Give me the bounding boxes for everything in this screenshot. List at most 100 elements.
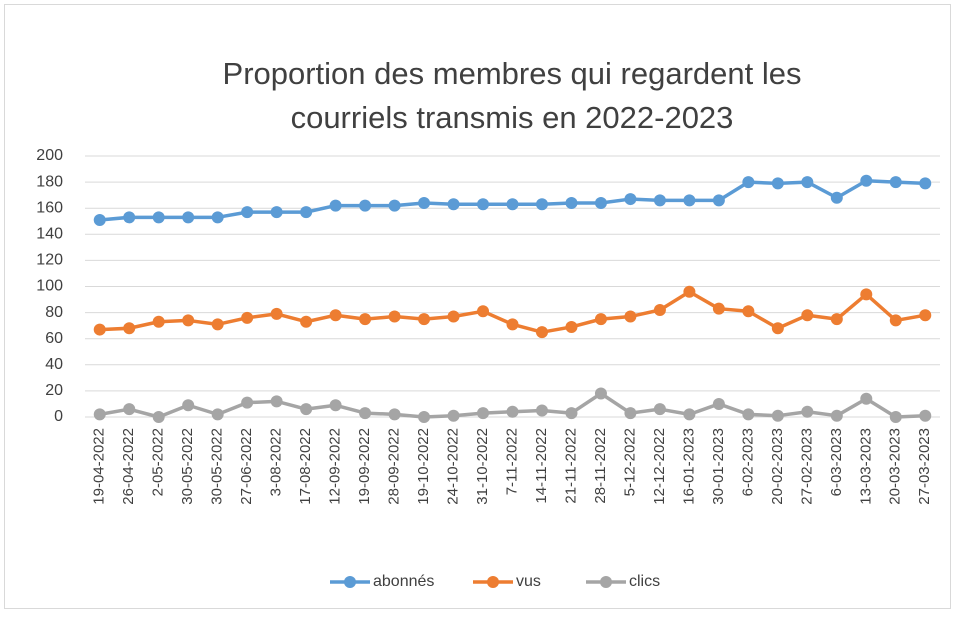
chart-title: courriels transmis en 2022-2023 xyxy=(291,100,734,135)
point xyxy=(152,211,165,224)
x-tick-label: 14-11-2022 xyxy=(533,428,550,504)
point xyxy=(418,313,431,326)
point xyxy=(329,399,342,412)
point xyxy=(447,198,460,211)
point xyxy=(359,313,372,326)
y-tick-label: 140 xyxy=(36,226,63,243)
point xyxy=(801,176,814,189)
point xyxy=(329,309,342,322)
point xyxy=(771,322,784,335)
legend-label: abonnés xyxy=(373,573,434,590)
point xyxy=(624,310,637,323)
point xyxy=(447,409,460,422)
x-tick-label: 30-05-2022 xyxy=(209,428,226,505)
y-tick-label: 120 xyxy=(36,252,63,269)
point xyxy=(830,191,843,204)
point xyxy=(742,305,755,318)
point xyxy=(860,392,873,405)
point xyxy=(535,326,548,339)
point xyxy=(182,314,195,327)
point xyxy=(919,177,932,190)
point xyxy=(270,307,283,320)
point xyxy=(860,288,873,301)
x-tick-label: 2-05-2022 xyxy=(150,428,167,496)
x-tick-label: 12-12-2022 xyxy=(651,428,668,505)
x-tick-label: 12-09-2022 xyxy=(327,428,344,505)
point xyxy=(211,318,224,331)
x-tick-label: 28-09-2022 xyxy=(386,428,403,505)
x-tick-label: 3-08-2022 xyxy=(268,428,285,496)
point xyxy=(241,311,254,324)
point xyxy=(506,318,519,331)
point xyxy=(653,303,666,316)
point xyxy=(771,409,784,422)
point xyxy=(889,176,902,189)
point xyxy=(300,206,313,219)
x-tick-label: 27-02-2023 xyxy=(798,428,815,505)
point xyxy=(93,408,106,421)
point xyxy=(771,177,784,190)
point xyxy=(860,174,873,187)
x-tick-label: 17-08-2022 xyxy=(297,428,314,505)
y-tick-label: 160 xyxy=(36,199,63,216)
point xyxy=(919,309,932,322)
point xyxy=(388,408,401,421)
point xyxy=(565,196,578,209)
point xyxy=(565,407,578,420)
point xyxy=(418,196,431,209)
x-tick-label: 19-09-2022 xyxy=(356,428,373,505)
point xyxy=(742,176,755,189)
x-tick-label: 21-11-2022 xyxy=(562,428,579,504)
point xyxy=(329,199,342,212)
x-tick-label: 6-02-2023 xyxy=(739,428,756,496)
x-tick-label: 30-01-2023 xyxy=(710,428,727,505)
x-tick-label: 24-10-2022 xyxy=(445,428,462,505)
x-tick-label: 27-06-2022 xyxy=(238,428,255,505)
point xyxy=(919,409,932,422)
x-tick-label: 31-10-2022 xyxy=(474,428,491,505)
point xyxy=(594,196,607,209)
point xyxy=(801,309,814,322)
point xyxy=(653,194,666,207)
point xyxy=(211,408,224,421)
y-tick-label: 200 xyxy=(36,147,63,164)
point xyxy=(477,407,490,420)
point xyxy=(388,199,401,212)
chart-border xyxy=(4,4,951,609)
point xyxy=(477,305,490,318)
legend-marker xyxy=(344,576,356,588)
point xyxy=(535,198,548,211)
point xyxy=(653,403,666,416)
point xyxy=(889,411,902,423)
point xyxy=(418,411,431,423)
point xyxy=(535,404,548,417)
y-tick-label: 180 xyxy=(36,173,63,190)
x-tick-label: 13-03-2023 xyxy=(857,428,874,505)
y-tick-label: 100 xyxy=(36,278,63,295)
point xyxy=(830,409,843,422)
point xyxy=(152,411,165,423)
point xyxy=(359,199,372,212)
point xyxy=(830,313,843,326)
point xyxy=(594,313,607,326)
x-tick-label: 19-10-2022 xyxy=(415,428,432,505)
y-tick-label: 80 xyxy=(45,304,63,321)
point xyxy=(477,198,490,211)
point xyxy=(712,302,725,315)
point xyxy=(182,399,195,412)
point xyxy=(712,397,725,410)
x-tick-label: 27-03-2023 xyxy=(916,428,933,505)
x-tick-label: 5-12-2022 xyxy=(621,428,638,496)
point xyxy=(624,193,637,206)
legend-label: vus xyxy=(516,573,541,590)
legend-marker xyxy=(487,576,499,588)
point xyxy=(889,314,902,327)
point xyxy=(300,403,313,416)
x-tick-label: 16-01-2023 xyxy=(680,428,697,505)
point xyxy=(683,194,696,207)
x-tick-label: 7-11-2022 xyxy=(503,428,520,495)
legend-label: clics xyxy=(629,573,660,590)
y-tick-label: 0 xyxy=(54,408,63,425)
